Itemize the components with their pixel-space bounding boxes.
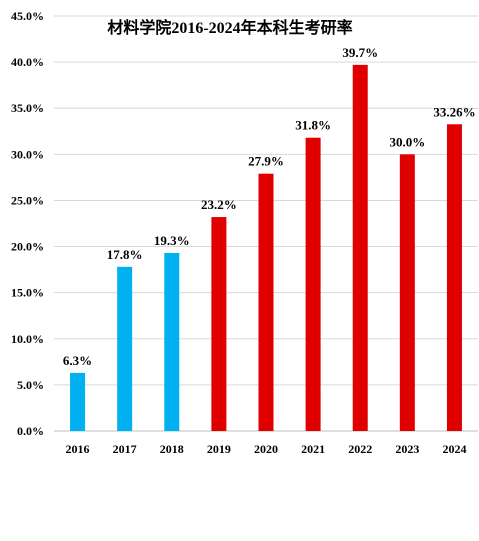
x-tick-label: 2021	[301, 442, 325, 456]
data-label: 39.7%	[342, 45, 378, 60]
y-axis-tick-labels: 0.0% 5.0% 10.0% 15.0% 20.0% 25.0% 30.0% 35.0% 40…	[11, 9, 44, 438]
data-label: 33.26%	[433, 104, 475, 119]
data-label: 19.3%	[154, 233, 190, 248]
y-tick-label: 5.0%	[17, 378, 44, 392]
bar	[70, 372, 86, 431]
bar	[117, 266, 133, 431]
bar	[164, 253, 180, 431]
y-tick-label: 45.0%	[11, 9, 44, 23]
y-tick-label: 15.0%	[11, 286, 44, 300]
data-label: 30.0%	[389, 134, 425, 149]
x-tick-label: 2022	[348, 442, 372, 456]
x-axis-tick-labels: 2016 2017 2018 2019 2020 2021 2022 2023 2024	[66, 442, 467, 456]
x-tick-label: 2020	[254, 442, 278, 456]
chart-title: 材料学院2016-2024年本科生考研率	[107, 18, 352, 37]
data-label: 23.2%	[201, 197, 237, 212]
x-tick-label: 2024	[442, 442, 466, 456]
bar	[399, 154, 415, 432]
bar	[258, 173, 274, 431]
data-label: 31.8%	[295, 118, 331, 133]
bar	[352, 64, 368, 431]
data-label: 17.8%	[107, 247, 143, 262]
x-tick-label: 2019	[207, 442, 231, 456]
bars	[70, 64, 462, 432]
x-tick-label: 2023	[395, 442, 419, 456]
y-tick-label: 25.0%	[11, 193, 44, 207]
data-label: 6.3%	[63, 353, 92, 368]
x-tick-label: 2017	[113, 442, 137, 456]
x-tick-label: 2018	[160, 442, 184, 456]
y-tick-label: 35.0%	[11, 101, 44, 115]
y-tick-label: 10.0%	[11, 332, 44, 346]
data-label: 27.9%	[248, 154, 284, 169]
y-tick-label: 0.0%	[17, 424, 44, 438]
bar	[305, 137, 321, 431]
y-tick-label: 30.0%	[11, 147, 44, 161]
bar	[446, 124, 462, 431]
data-labels: 6.3% 17.8% 19.3% 23.2% 27.9% 31.8% 39.7% 30.0% 3…	[63, 45, 476, 368]
bar	[211, 217, 227, 431]
y-tick-label: 20.0%	[11, 240, 44, 254]
x-tick-label: 2016	[66, 442, 90, 456]
y-tick-label: 40.0%	[11, 55, 44, 69]
